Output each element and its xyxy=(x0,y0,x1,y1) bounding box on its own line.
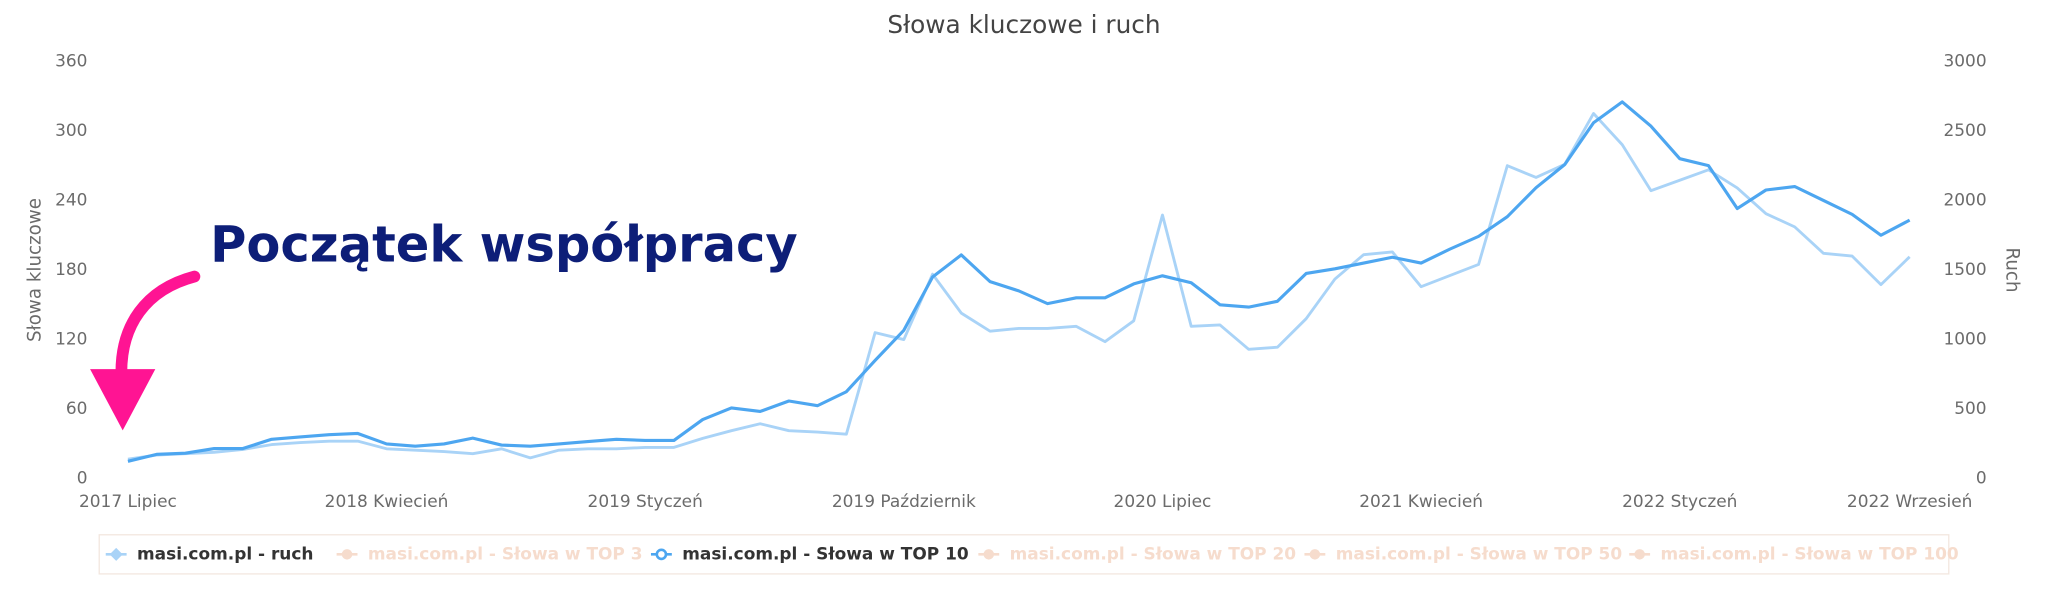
legend-label[interactable]: masi.com.pl - Słowa w TOP 20 xyxy=(1010,543,1296,563)
x-tick-label: 2022 Styczeń xyxy=(1622,491,1737,511)
y2-tick-label: 500 xyxy=(1954,398,1986,418)
y2-axis-title: Ruch xyxy=(2001,247,2022,292)
x-tick-label: 2018 Kwiecień xyxy=(325,491,449,511)
y2-tick-label: 1500 xyxy=(1943,259,1986,279)
legend-marker xyxy=(983,549,994,560)
y2-tick-label: 3000 xyxy=(1943,50,1986,70)
y2-tick-label: 1000 xyxy=(1943,329,1986,349)
y-axis-title: Słowa kluczowe xyxy=(24,198,45,342)
y-tick-label: 60 xyxy=(66,398,88,418)
legend-marker xyxy=(341,549,353,560)
y-tick-label: 240 xyxy=(55,189,87,209)
x-tick-label: 2019 Styczeń xyxy=(588,491,703,511)
legend-marker xyxy=(109,547,123,561)
annotation: Początek współpracy xyxy=(210,215,798,273)
legend-label[interactable]: masi.com.pl - Słowa w TOP 50 xyxy=(1336,543,1622,563)
chart-title: Słowa kluczowe i ruch xyxy=(887,10,1160,39)
annotation-arrowhead xyxy=(90,369,156,431)
legend-label[interactable]: masi.com.pl - Słowa w TOP 10 xyxy=(682,543,968,563)
x-tick-label: 2017 Lipiec xyxy=(79,491,177,511)
y-tick-label: 360 xyxy=(55,50,87,70)
legend-marker xyxy=(1309,549,1321,560)
annotation-arrow xyxy=(115,270,201,378)
legend-marker xyxy=(655,548,668,561)
legend-label[interactable]: masi.com.pl - ruch xyxy=(137,543,313,563)
legend-label[interactable]: masi.com.pl - Słowa w TOP 3 xyxy=(368,543,643,563)
y-tick-label: 300 xyxy=(55,120,87,140)
legend-box xyxy=(98,534,1950,575)
y2-tick-label: 2500 xyxy=(1943,120,1986,140)
x-tick-label: 2019 Październik xyxy=(832,491,976,511)
x-tick-label: 2020 Lipiec xyxy=(1114,491,1212,511)
x-tick-label: 2022 Wrzesień xyxy=(1847,491,1972,511)
y2-tick-label: 0 xyxy=(1976,468,1987,488)
y2-tick-label: 2000 xyxy=(1943,189,1986,209)
legend-label[interactable]: masi.com.pl - Słowa w TOP 100 xyxy=(1661,543,1959,563)
x-tick-label: 2021 Kwiecień xyxy=(1359,491,1483,511)
y-tick-label: 0 xyxy=(77,468,88,488)
y-tick-label: 120 xyxy=(55,329,87,349)
legend-marker xyxy=(1634,549,1645,560)
series-line xyxy=(127,100,1911,463)
y-tick-label: 180 xyxy=(55,259,87,279)
series-line xyxy=(127,112,1911,461)
